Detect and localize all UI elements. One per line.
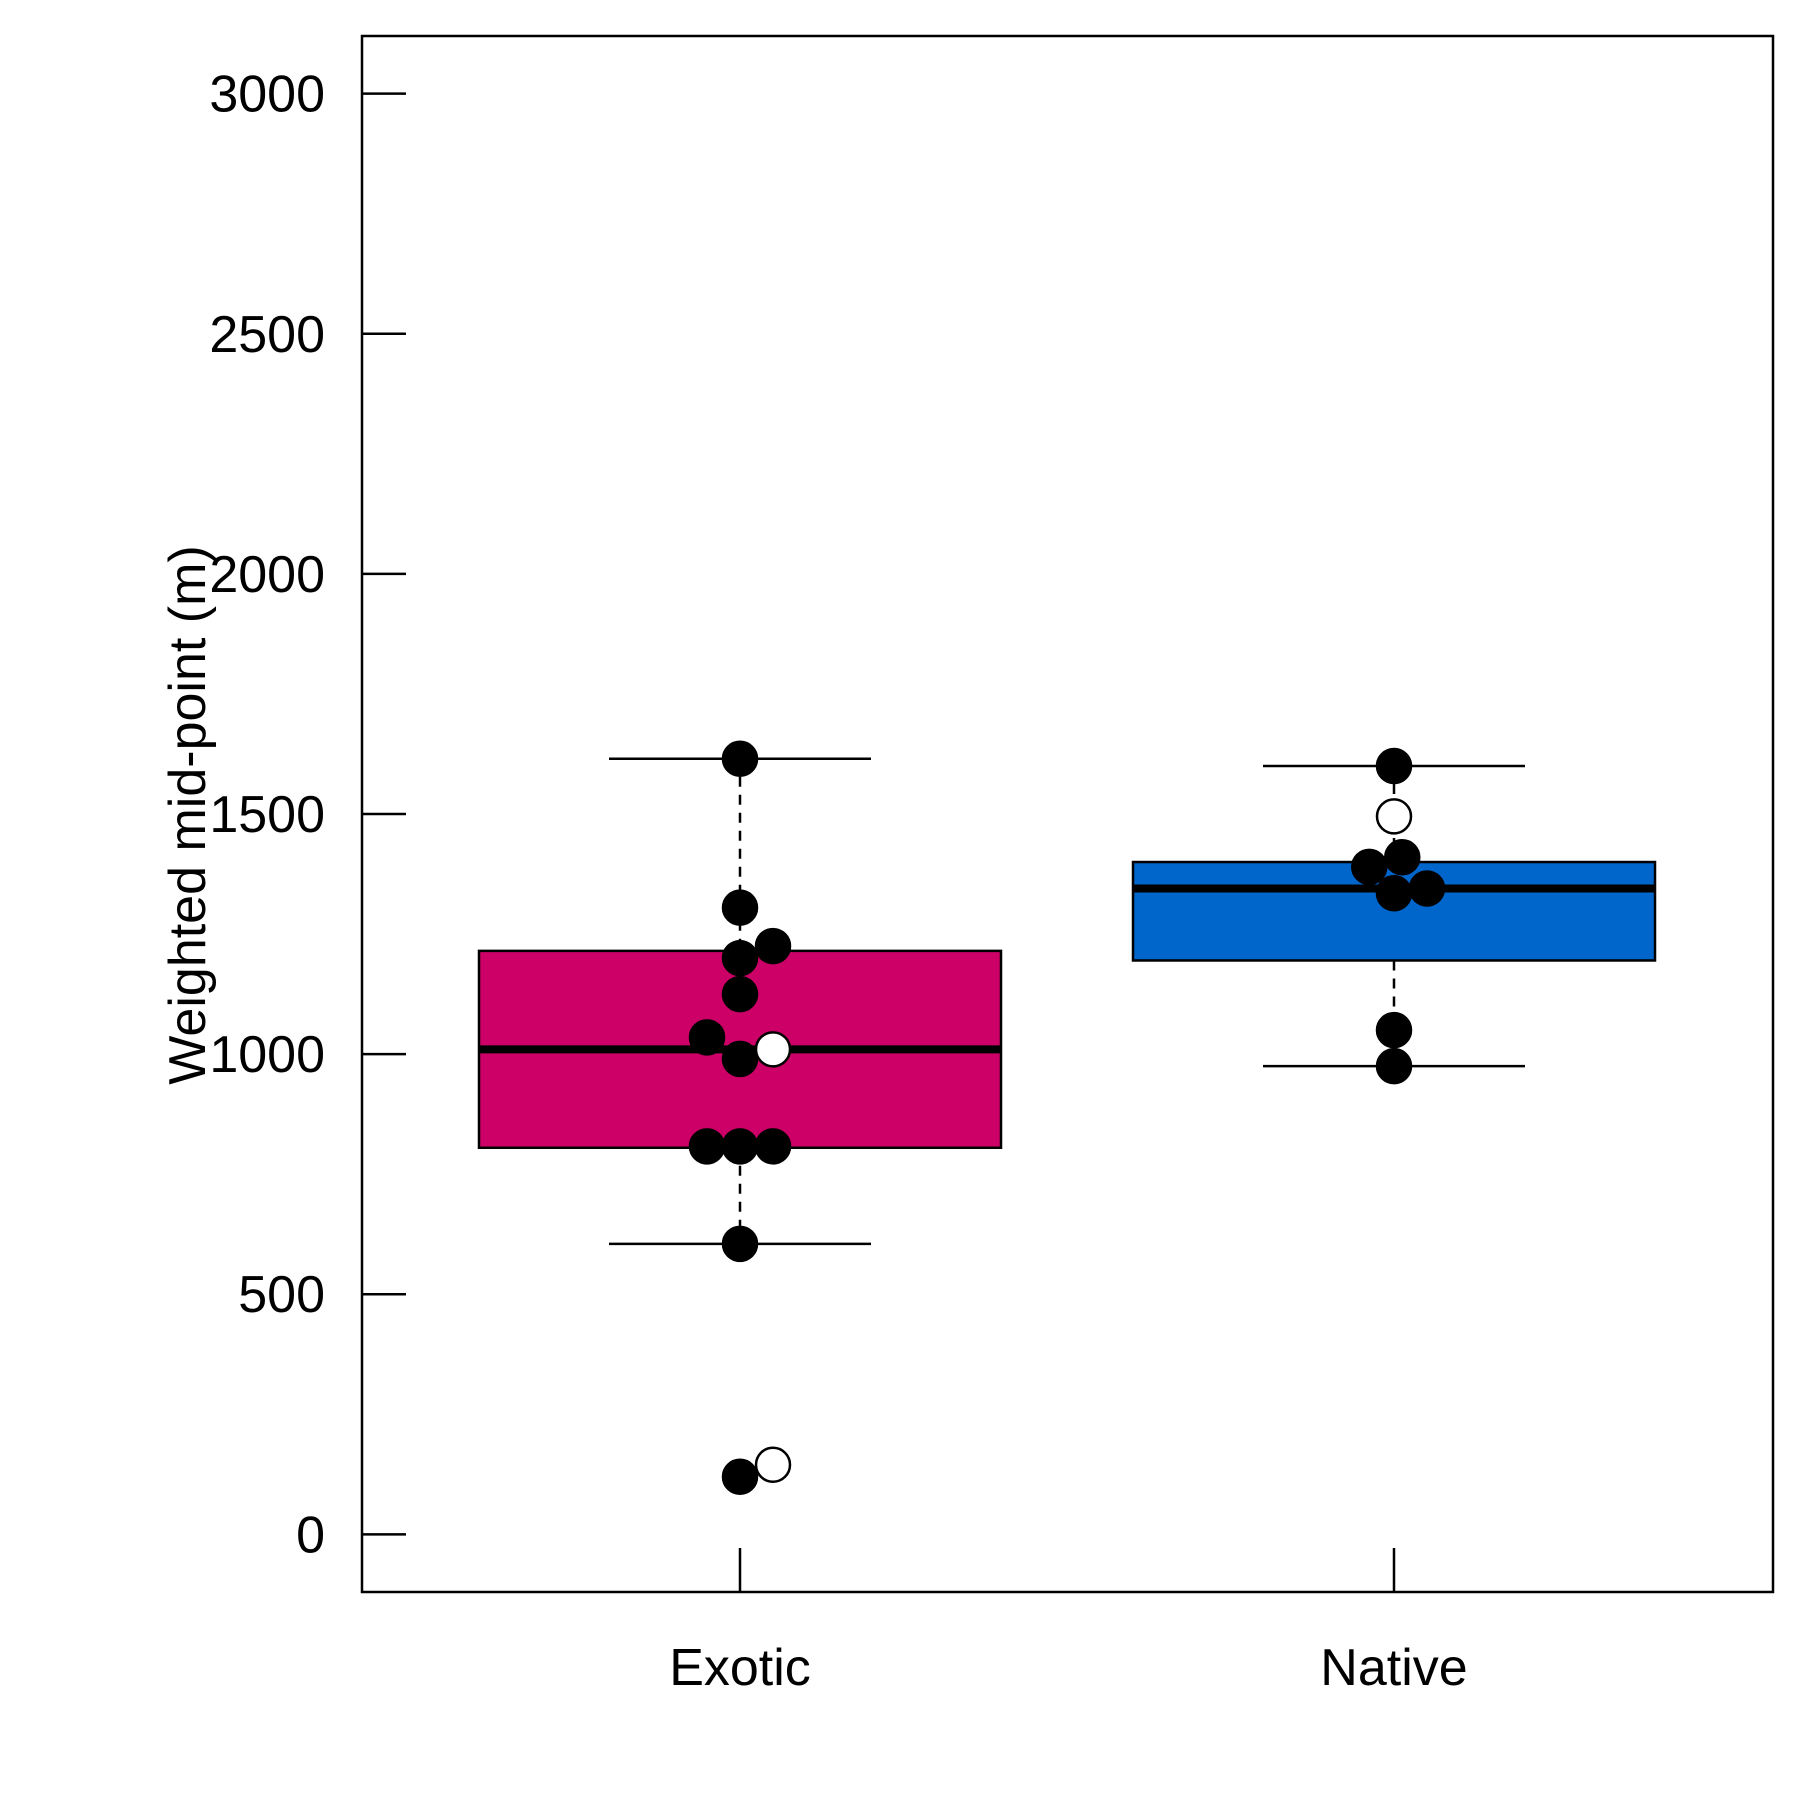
data-point xyxy=(1375,1011,1413,1049)
data-point xyxy=(1375,1047,1413,1085)
data-point xyxy=(754,927,792,965)
data-point xyxy=(688,1019,726,1056)
x-tick-label-native: Native xyxy=(1320,1639,1467,1697)
data-point xyxy=(721,1040,759,1078)
data-point xyxy=(721,975,759,1013)
y-tick-label: 2000 xyxy=(209,546,325,604)
y-axis: 0 500 1000 1500 2000 2500 3000 xyxy=(209,66,406,1564)
y-tick-label: 0 xyxy=(296,1506,325,1564)
open-data-point xyxy=(1375,798,1413,835)
y-tick-label: 2500 xyxy=(209,306,325,364)
data-point xyxy=(1408,870,1446,907)
data-point xyxy=(721,1128,759,1165)
data-point xyxy=(1351,848,1388,886)
data-point xyxy=(1375,874,1413,912)
y-tick-label: 1000 xyxy=(209,1026,325,1084)
data-point xyxy=(721,1458,759,1495)
data-point xyxy=(1375,747,1413,785)
box-group-exotic xyxy=(477,740,1003,1495)
y-tick-label: 500 xyxy=(238,1266,325,1324)
y-tick-label: 3000 xyxy=(209,66,325,124)
data-point xyxy=(721,939,759,977)
y-tick-label: 1500 xyxy=(209,786,325,844)
x-tick-label-exotic: Exotic xyxy=(669,1639,811,1697)
data-point xyxy=(721,1225,759,1263)
open-data-point xyxy=(754,1446,792,1483)
data-point xyxy=(721,889,759,926)
y-axis-title: Weighted mid-point (m) xyxy=(159,545,217,1084)
data-point xyxy=(754,1128,792,1165)
data-point xyxy=(688,1128,726,1165)
open-data-point xyxy=(754,1031,792,1068)
data-point xyxy=(1384,838,1421,876)
box-group-native xyxy=(1131,747,1657,1085)
plot-area xyxy=(360,34,1775,1594)
x-axis: Exotic Native xyxy=(669,1548,1468,1697)
plot-frame xyxy=(360,34,1775,1594)
data-point xyxy=(721,740,759,778)
